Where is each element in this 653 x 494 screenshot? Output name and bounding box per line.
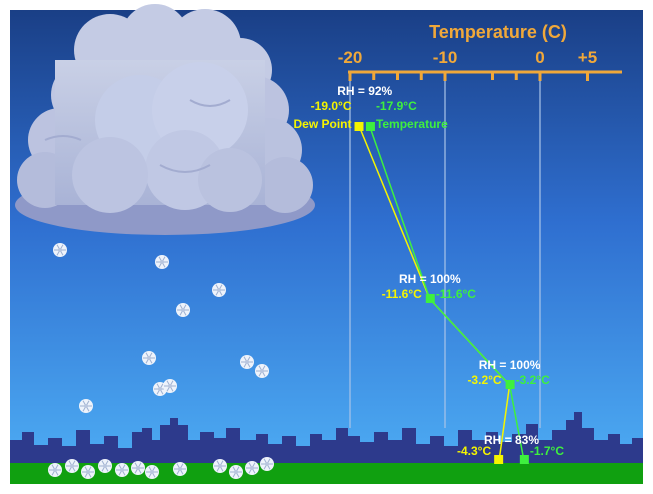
dew-point-value-3: -4.3°C: [457, 444, 491, 458]
axis-tick-label-1: -10: [433, 48, 458, 67]
temperature-value-1: -11.6°C: [436, 287, 476, 301]
dew-point-value-2: -3.2°C: [467, 373, 501, 387]
dew-point-marker-3: [494, 455, 504, 464]
dew-point-marker-0: [354, 122, 364, 131]
temperature-profile-line: [369, 126, 525, 461]
axis-tick-label-2: 0: [535, 48, 544, 67]
city-skyline: [10, 412, 643, 470]
dew-point-value-1: -11.6°C: [382, 287, 422, 301]
rh-label-1: RH = 100%: [399, 272, 461, 286]
temperature-marker-1: [425, 294, 435, 303]
dew-point-value-0: -19.0°C: [311, 99, 352, 113]
temperature-legend-label: Temperature: [376, 117, 448, 131]
rh-label-2: RH = 100%: [479, 358, 541, 372]
cloud-icon: [15, 4, 315, 235]
dew-point-legend-label: Dew Point: [293, 117, 351, 131]
axis-tick-label-3: +5: [578, 48, 597, 67]
temperature-marker-0: [365, 122, 375, 131]
temperature-value-2: -3.2°C: [516, 373, 550, 387]
temperature-value-3: -1.7°C: [530, 444, 564, 458]
temperature-value-0: -17.9°C: [376, 99, 417, 113]
rh-label-3: RH = 83%: [484, 433, 539, 447]
temperature-marker-2: [505, 380, 515, 389]
temperature-marker-3: [519, 455, 529, 464]
ground: [10, 463, 643, 484]
axis-title: Temperature (C): [429, 22, 567, 42]
rh-label-0: RH = 92%: [337, 84, 392, 98]
axis-tick-label-0: -20: [338, 48, 363, 67]
